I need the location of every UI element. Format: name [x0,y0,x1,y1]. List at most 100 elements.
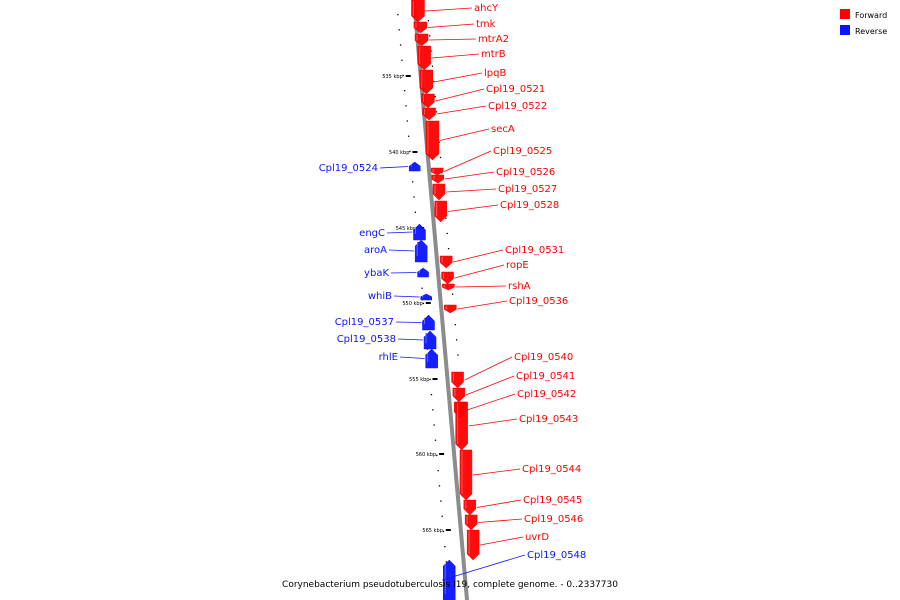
gene-label-mtra2[interactable]: mtrA2 [478,34,509,45]
gene-leader-line [429,38,477,41]
gene-arrow-rsha[interactable] [442,283,455,291]
gene-arrow-cpl19-0545[interactable] [463,499,477,516]
gene-arrow-cpl19-0522[interactable] [422,107,436,121]
gene-arrow-ybak[interactable] [417,267,429,278]
gene-label-cpl19-0545[interactable]: Cpl19_0545 [523,495,582,506]
gene-label-cpl19-0544[interactable]: Cpl19_0544 [522,464,581,475]
gene-arrow-cpl19-0536[interactable] [444,304,457,314]
gene-label-aroa[interactable]: aroA [364,245,387,256]
gene-label-cpl19-0537[interactable]: Cpl19_0537 [335,317,394,328]
minor-tick [421,287,423,289]
gene-arrow-whib[interactable] [420,293,432,301]
gene-arrow-cpl19-0525[interactable] [430,167,444,176]
minor-tick [403,90,406,92]
minor-tick [398,29,400,31]
gene-arrow-mtrb[interactable] [417,45,431,71]
gene-arrow-cpl19-0521[interactable] [421,93,435,109]
gene-label-rope[interactable]: ropE [506,260,529,271]
gene-leader-line [447,204,499,212]
gene-leader-line [431,53,480,59]
gene-arrow-rhle[interactable] [425,348,438,369]
gene-arrow-tmk[interactable] [413,21,428,34]
gene-arrow-aroa[interactable] [414,239,428,263]
gene-label-cpl19-0546[interactable]: Cpl19_0546 [524,514,583,525]
gene-arrow-engc[interactable] [413,223,426,241]
gene-arrow-cpl19-0526[interactable] [431,174,445,184]
minor-tick [446,232,448,235]
gene-arrow-lpqb[interactable] [419,69,433,95]
minor-tick [434,439,437,441]
gene-label-cpl19-0522[interactable]: Cpl19_0522 [488,101,547,112]
gene-arrow-cpl19-0527[interactable] [432,183,446,201]
minor-tick [447,248,450,250]
gene-label-lpqb[interactable]: lpqB [484,68,506,79]
gene-arrow-cpl19-0531[interactable] [439,255,453,269]
gene-leader-line [433,72,483,83]
gene-arrow-cpl19-0544[interactable] [459,449,473,501]
gene-label-rsha[interactable]: rshA [508,281,531,292]
gene-label-cpl19-0527[interactable]: Cpl19_0527 [498,184,557,195]
minor-tick [427,20,430,22]
gene-label-cpl19-0525[interactable]: Cpl19_0525 [493,146,552,157]
scale-ticks: 535 kbp 540 kbp 545 kbp 550 kbp 555 kbp 560 k… [382,14,459,578]
gene-label-engc[interactable]: engC [359,228,385,239]
gene-leader-line [425,7,473,12]
gene-label-uvrd[interactable]: uvrD [525,532,549,543]
minor-tick [434,96,436,98]
gene-arrow-seca[interactable] [425,120,440,161]
gene-label-mtrb[interactable]: mtrB [481,49,506,60]
scale-label: 560 kbp [416,452,436,458]
gene-leader-line [427,23,475,28]
gene-arrow-cpl19-0537[interactable] [422,314,435,331]
gene-label-cpl19-0521[interactable]: Cpl19_0521 [486,84,545,95]
minor-tick [407,135,410,137]
gene-label-cpl19-0536[interactable]: Cpl19_0536 [509,296,568,307]
gene-label-tmk[interactable]: tmk [476,19,496,30]
gene-label-cpl19-0548[interactable]: Cpl19_0548 [527,550,586,561]
scale-label: 545 kbp [396,226,416,232]
gene-label-cpl19-0540[interactable]: Cpl19_0540 [514,352,573,363]
minor-tick [414,211,416,213]
minor-tick [412,181,414,183]
gene-arrow-cpl19-0546[interactable] [464,514,478,531]
gene-arrow-cpl19-0541[interactable] [452,387,466,403]
gene-arrow-rope[interactable] [441,271,454,285]
gene-arrow-cpl19-0528[interactable] [434,200,447,223]
minor-tick [438,485,441,487]
gene-arrow-cpl19-0543[interactable] [455,401,468,451]
gene-label-cpl19-0541[interactable]: Cpl19_0541 [516,371,575,382]
minor-tick [409,150,411,153]
gene-label-ybak[interactable]: ybaK [364,268,389,279]
gene-label-ahcy[interactable]: ahcY [474,3,499,14]
gene-label-cpl19-0526[interactable]: Cpl19_0526 [496,167,555,178]
gene-label-cpl19-0542[interactable]: Cpl19_0542 [517,389,576,400]
minor-tick [402,74,404,77]
gene-arrow-cpl19-0538[interactable] [423,330,437,350]
gene-label-seca[interactable]: secA [491,124,515,135]
gene-arrow-cpl19-0548[interactable] [442,559,456,600]
gene-leader-line [480,536,524,546]
gene-arrow-mtra2[interactable] [414,33,429,47]
scale-label: 535 kbp [382,74,402,80]
gene-arrow-uvrd[interactable] [466,529,480,561]
gene-leader-line [472,468,521,476]
minor-tick [442,530,445,533]
gene-leader-line [388,249,415,252]
minor-tick [454,324,456,326]
gene-leader-line [445,188,497,193]
gene-arrow-cpl19-0524[interactable] [408,161,421,172]
gene-arrow-ahcy[interactable] [411,0,425,23]
minor-tick [437,470,439,472]
scale-label: 555 kbp [409,377,429,383]
gene-label-cpl19-0528[interactable]: Cpl19_0528 [500,200,559,211]
gene-label-cpl19-0524[interactable]: Cpl19_0524 [319,163,378,174]
gene-arrow-cpl19-0540[interactable] [451,371,464,389]
major-tick [405,75,411,77]
gene-label-cpl19-0531[interactable]: Cpl19_0531 [505,245,564,256]
gene-label-cpl19-0543[interactable]: Cpl19_0543 [519,414,578,425]
gene-label-cpl19-0538[interactable]: Cpl19_0538 [337,334,396,345]
gene-label-whib[interactable]: whiB [368,291,392,302]
minor-tick [451,293,454,295]
minor-tick [417,242,419,244]
gene-label-rhle[interactable]: rhlE [379,352,398,363]
